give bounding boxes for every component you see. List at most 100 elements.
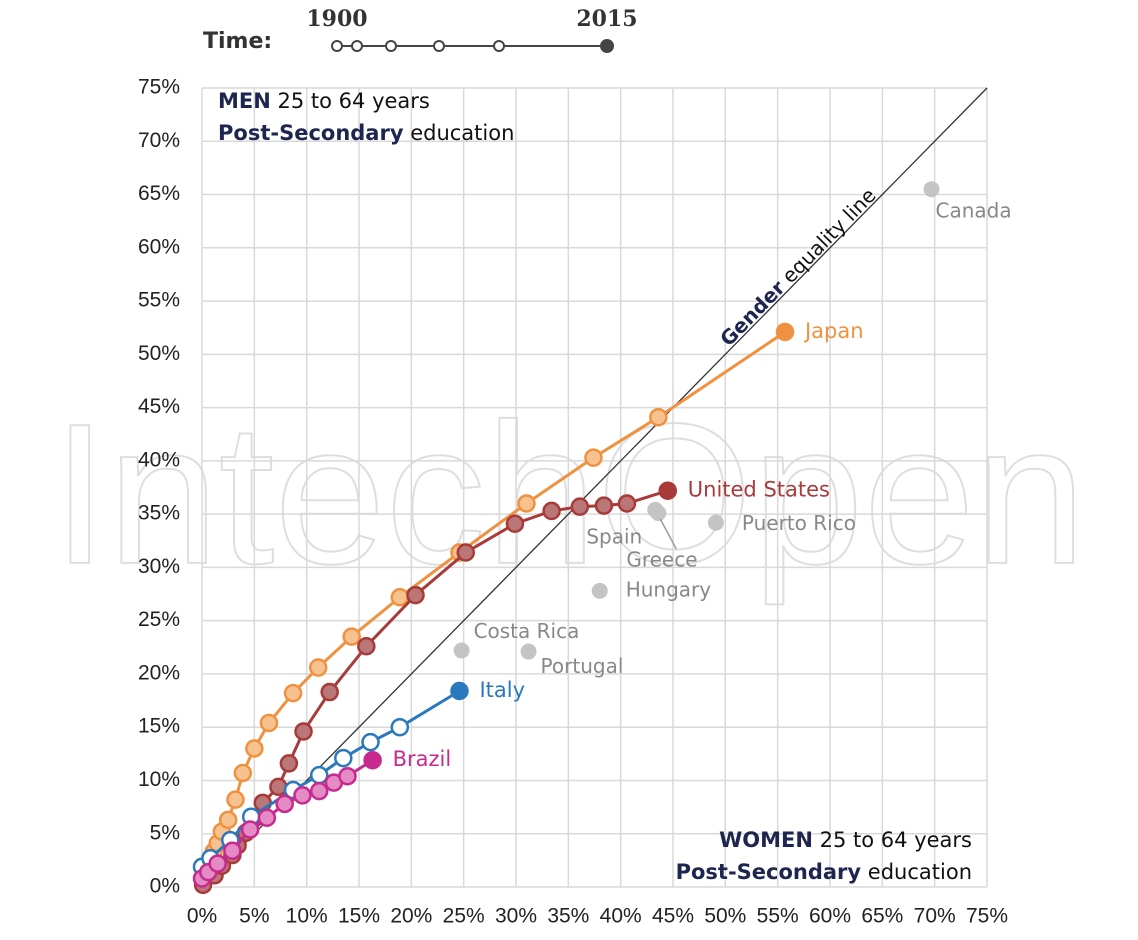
y-tick-label: 5% [150, 821, 180, 844]
equality-rest: equality line [777, 183, 880, 288]
y-tick-label: 40% [138, 448, 180, 471]
x-tick-label: 75% [966, 905, 1008, 928]
country-point [923, 181, 940, 198]
women-edu-bold: Post-Secondary [676, 860, 862, 884]
series-point [505, 514, 525, 533]
leader-line [659, 518, 678, 550]
x-tick-label: 20% [390, 905, 432, 928]
y-tick-label: 15% [138, 715, 180, 738]
women-bold: WOMEN [719, 828, 813, 852]
slider-step[interactable] [433, 40, 445, 52]
country-point [520, 643, 537, 660]
series-point [450, 681, 469, 701]
x-tick-label: 55% [757, 905, 799, 928]
slider-handle[interactable] [600, 39, 614, 53]
women-edu: Post-Secondary education [676, 860, 972, 884]
y-tick-label: 70% [138, 129, 180, 152]
series-point [775, 322, 795, 342]
series-point [240, 820, 260, 839]
series-point [390, 717, 410, 737]
equality-line [201, 87, 988, 888]
country-label: Hungary [626, 577, 712, 601]
series-point [259, 713, 279, 733]
slider-step[interactable] [385, 40, 397, 52]
series-point [406, 585, 425, 605]
women-edu-rest: education [868, 860, 972, 884]
series-point [342, 627, 361, 646]
x-tick-label: 15% [338, 905, 380, 928]
series-point [309, 781, 329, 801]
men-edu-rest: education [410, 121, 514, 145]
country-label: Greece [626, 548, 697, 572]
y-tick-label: 30% [138, 555, 180, 578]
x-tick-label: 0% [187, 905, 217, 928]
series-point [390, 587, 410, 607]
country-label: Canada [936, 199, 1012, 223]
men-edu: Post-Secondary education [218, 121, 514, 145]
series-point [269, 777, 288, 797]
series-point [218, 810, 238, 830]
series-point [334, 748, 353, 768]
y-tick-label: 0% [150, 875, 180, 898]
men-label: MEN 25 to 64 years [218, 89, 430, 113]
x-tick-label: 40% [600, 905, 642, 928]
series-point [293, 786, 312, 805]
series-point [279, 754, 299, 773]
x-tick-label: 5% [239, 905, 269, 928]
time-slider: Time: 1900 2015 [203, 6, 638, 54]
series-label: Brazil [393, 747, 452, 771]
series-point [233, 763, 253, 783]
series-point [338, 766, 357, 786]
series-line [200, 689, 461, 868]
series-point [275, 794, 294, 814]
time-label: Time: [203, 29, 272, 54]
x-tick-label: 10% [286, 905, 328, 928]
series-point [320, 682, 339, 702]
country-point [591, 582, 608, 599]
series-point [257, 808, 277, 828]
y-tick-label: 10% [138, 768, 180, 791]
series-point [649, 407, 668, 427]
series-point [542, 501, 561, 521]
x-tick-label: 35% [547, 905, 589, 928]
series-point [357, 636, 376, 656]
series-point [361, 732, 380, 752]
men-rest: 25 to 64 years [278, 89, 430, 113]
x-tick-label: 30% [495, 905, 537, 928]
y-tick-label: 45% [138, 395, 180, 418]
time-start: 1900 [306, 6, 367, 32]
series-point [245, 739, 264, 758]
x-tick-label: 60% [809, 905, 851, 928]
series-point [584, 448, 603, 467]
time-end: 2015 [576, 6, 637, 32]
country-point [650, 505, 667, 522]
y-tick-label: 65% [138, 182, 180, 205]
x-tick-label: 25% [443, 905, 485, 928]
y-tick-label: 25% [138, 608, 180, 631]
series-point [658, 481, 678, 500]
men-bold: MEN [218, 89, 271, 113]
country-label: Spain [586, 524, 642, 548]
y-tick-label: 55% [138, 289, 180, 312]
series-point [308, 658, 328, 677]
women-rest: 25 to 64 years [820, 828, 972, 852]
y-tick-label: 50% [138, 342, 180, 365]
men-edu-bold: Post-Secondary [218, 121, 404, 145]
series-point [517, 494, 536, 513]
series-point [294, 722, 313, 741]
series-point [594, 496, 614, 515]
women-label: WOMEN 25 to 64 years [719, 828, 972, 852]
slider-step[interactable] [493, 40, 505, 52]
series-point [226, 790, 245, 809]
series-label: Italy [479, 678, 525, 702]
slider-step[interactable] [331, 40, 343, 52]
country-label: Puerto Rico [742, 511, 856, 535]
y-tick-label: 20% [138, 661, 180, 684]
slider-step[interactable] [351, 40, 363, 52]
x-tick-label: 45% [652, 905, 694, 928]
country-label: Costa Rica [474, 619, 580, 643]
series-point [223, 841, 242, 861]
country-point [453, 642, 470, 659]
